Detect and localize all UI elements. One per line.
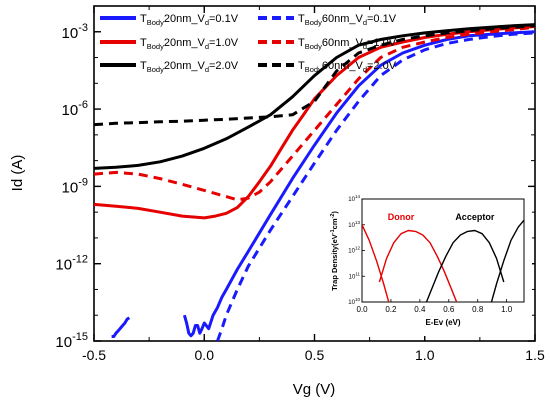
y-axis-label: Id (A) (9, 155, 26, 192)
y-tick-label: 10-9 (62, 176, 88, 196)
legend-label: TBody20nm_Vd=0.1V (140, 13, 239, 27)
y-tick-label: 10-15 (55, 331, 88, 351)
x-tick-label: 0.0 (195, 347, 215, 363)
series-line-4 (94, 23, 535, 170)
inset-series-line-1 (378, 229, 458, 302)
inset-y-tick-label: 1014 (348, 194, 360, 203)
x-tick-label: 0.5 (305, 347, 325, 363)
series-line-0 (111, 30, 535, 338)
main-series-group (94, 23, 535, 341)
inset-x-tick-label: 1.0 (501, 305, 513, 314)
inset-x-axis-label: E-Ev (eV) (425, 318, 460, 327)
series-line-3 (94, 25, 535, 202)
inset-x-tick-label: 0.6 (443, 305, 455, 314)
x-tick-label: 1.5 (525, 347, 545, 363)
inset-annotation-label: Acceptor (455, 212, 495, 222)
legend-label: TBody60nm_Vd=2.0V (298, 60, 397, 74)
inset-y-axis-label: Trap Density(eV-1cm-2) (330, 211, 339, 291)
legend-label: TBody20nm_Vd=2.0V (140, 60, 239, 74)
legend-label: TBody60nm_Vd=0.1V (298, 13, 397, 27)
inset-series-line-2 (425, 229, 505, 302)
main-axis-ticks: -0.5 0.0 0.5 1.0 1.5 10-15 10-12 10-9 10-6 10-3 (55, 5, 545, 363)
legend: TBody20nm_Vd=0.1V TBody20nm_Vd=1.0V TBody2… (100, 13, 397, 74)
inset-series-line-0 (362, 224, 390, 302)
inset-y-tick-label: 1013 (348, 220, 360, 229)
x-tick-label: -0.5 (82, 347, 106, 363)
y-tick-label: 10-12 (55, 254, 88, 274)
series-line-5 (94, 24, 535, 127)
inset-background (352, 188, 532, 336)
inset-x-tick-label: 0.0 (356, 305, 368, 314)
y-tick-label: 10-6 (62, 99, 88, 119)
inset-series-group (362, 219, 524, 302)
legend-label: TBody60nm_Vd=1.0V (298, 37, 397, 51)
x-axis-label: Vg (V) (293, 381, 336, 398)
inset-annotations: Donor Acceptor (388, 212, 495, 222)
inset-y-tick-label: 1012 (348, 246, 360, 255)
inset-y-tick-label: 1010 (348, 297, 360, 306)
legend-label: TBody20nm_Vd=1.0V (140, 37, 239, 51)
y-tick-label: 10-3 (62, 22, 88, 42)
inset-annotation-label: Donor (388, 212, 415, 222)
inset-axis-ticks: 0.0 0.2 0.4 0.6 0.8 1.0 1010 1011 1012 1013 1014 (348, 194, 512, 314)
inset-series-line-3 (490, 219, 524, 302)
series-line-1 (216, 31, 535, 341)
inset-x-tick-label: 0.4 (414, 305, 426, 314)
inset-y-tick-label: 1011 (349, 271, 361, 280)
inset-x-tick-label: 0.8 (472, 305, 484, 314)
x-tick-label: 1.0 (415, 347, 435, 363)
inset-x-tick-label: 0.2 (385, 305, 397, 314)
